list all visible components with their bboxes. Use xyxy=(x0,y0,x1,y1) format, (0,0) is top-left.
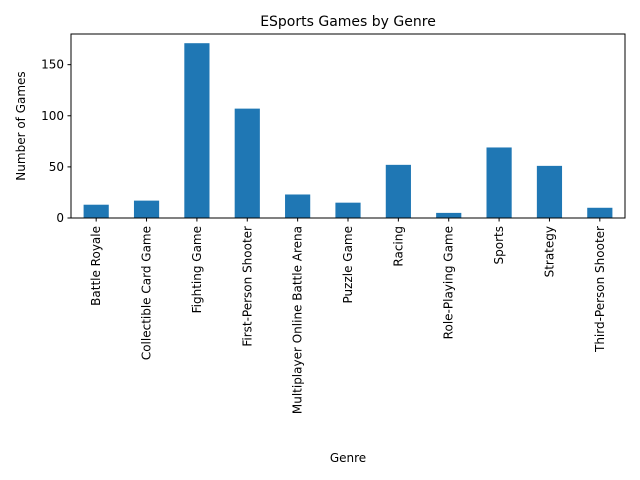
x-tick-label: Multiplayer Online Battle Arena xyxy=(291,226,305,414)
x-tick-label: Strategy xyxy=(542,226,556,277)
y-tick-label: 50 xyxy=(49,160,64,174)
x-axis-label: Genre xyxy=(330,451,366,465)
x-tick-label: Sports xyxy=(492,226,506,264)
x-tick-label: Collectible Card Game xyxy=(140,226,154,360)
bar-fighting-game xyxy=(184,43,210,219)
x-tick-label: Role-Playing Game xyxy=(442,226,456,339)
bar-puzzle-game xyxy=(335,202,361,218)
bar-sports xyxy=(486,147,512,218)
bar-first-person-shooter xyxy=(234,108,260,218)
x-tick-label: First-Person Shooter xyxy=(240,226,254,347)
x-tick-label: Racing xyxy=(391,226,405,267)
bar-battle-royale xyxy=(83,204,109,218)
x-tick-label: Third-Person Shooter xyxy=(593,226,607,353)
x-tick-label: Fighting Game xyxy=(190,226,204,313)
x-tick-label: Puzzle Game xyxy=(341,226,355,303)
bar-collectible-card-game xyxy=(133,200,160,218)
y-axis-label: Number of Games xyxy=(14,71,28,180)
y-tick-label: 100 xyxy=(41,109,64,123)
bar-role-playing-game xyxy=(436,212,462,218)
y-tick-label: 0 xyxy=(56,211,64,225)
x-tick-label: Battle Royale xyxy=(89,226,103,306)
bar-strategy xyxy=(536,165,563,218)
bars-layer xyxy=(83,43,613,219)
axes-layer: 0 50 100 150 Battle Royale Collectible Card G… xyxy=(41,33,626,414)
bar-third-person-shooter xyxy=(587,207,613,218)
bar-racing xyxy=(385,164,411,218)
chart-title: ESports Games by Genre xyxy=(260,14,436,30)
y-tick-label: 150 xyxy=(41,58,64,72)
bar-multiplayer-online-battle-arena xyxy=(285,194,311,218)
